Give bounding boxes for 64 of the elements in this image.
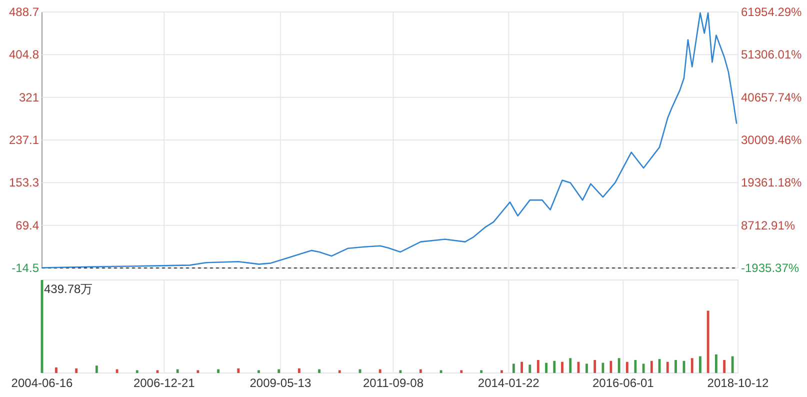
bar (196, 370, 200, 373)
bar (480, 370, 483, 373)
bar (258, 370, 260, 373)
bar (536, 360, 540, 373)
bar (298, 368, 300, 373)
bar (55, 367, 58, 373)
bar (378, 369, 382, 373)
x-tick-label: 2004-06-16 (11, 376, 74, 390)
bar (419, 369, 422, 373)
bar (318, 369, 320, 373)
bar (500, 370, 503, 373)
bar (278, 369, 280, 373)
y2-tick-label: 30009.46% (741, 133, 802, 147)
y-tick-label: 404.8 (8, 48, 40, 62)
bar (553, 360, 556, 373)
bar (512, 364, 515, 373)
bar (594, 360, 596, 373)
x-tick-label: 2006-12-21 (133, 376, 196, 390)
bar (586, 364, 588, 373)
bar (237, 368, 240, 373)
annotation: 439.78万 (44, 282, 93, 296)
y-tick-label: 153.3 (8, 176, 40, 190)
x-tick-label: 2011-09-08 (363, 376, 424, 390)
bar (217, 369, 220, 373)
bar (634, 360, 637, 373)
bar (545, 362, 548, 373)
y-tick-label: 321 (18, 90, 40, 104)
y2-tick-label: 51306.01% (741, 48, 802, 62)
bar (136, 370, 138, 373)
x-tick-label: 2018-10-12 (707, 376, 770, 390)
bar (399, 370, 402, 373)
bar (95, 366, 98, 373)
bar (569, 358, 572, 373)
bar (561, 362, 564, 373)
bar (176, 369, 179, 373)
y-tick-label: 488.7 (8, 5, 40, 19)
bar (699, 356, 702, 373)
bar (75, 368, 78, 373)
bar (626, 362, 628, 373)
bar (706, 310, 710, 373)
bar (338, 370, 341, 373)
bar (666, 362, 669, 373)
y2-tick-label: -1935.37% (741, 261, 800, 275)
y-tick-label: -14.5 (12, 261, 40, 275)
bar (520, 362, 523, 373)
y2-tick-label: 8712.91% (741, 218, 796, 232)
bar (460, 370, 463, 373)
bar (723, 360, 726, 373)
x-tick-label: 2016-06-01 (592, 376, 654, 390)
y2-tick-label: 61954.29% (741, 5, 802, 19)
x-tick-label: 2009-05-13 (250, 376, 312, 390)
bar (528, 364, 532, 373)
bar (610, 360, 612, 373)
bar (650, 360, 653, 373)
bar (674, 360, 677, 373)
y-tick-label: 69.4 (16, 218, 40, 232)
bar (690, 358, 694, 373)
y2-tick-label: 40657.74% (741, 90, 802, 104)
line-series (41, 12, 738, 268)
bar (714, 354, 718, 373)
y-tick-label: 237.1 (8, 133, 40, 147)
bar (618, 358, 620, 373)
y2-tick-label: 19361.18% (741, 176, 802, 190)
x-tick-label: 2014-01-22 (478, 376, 540, 390)
